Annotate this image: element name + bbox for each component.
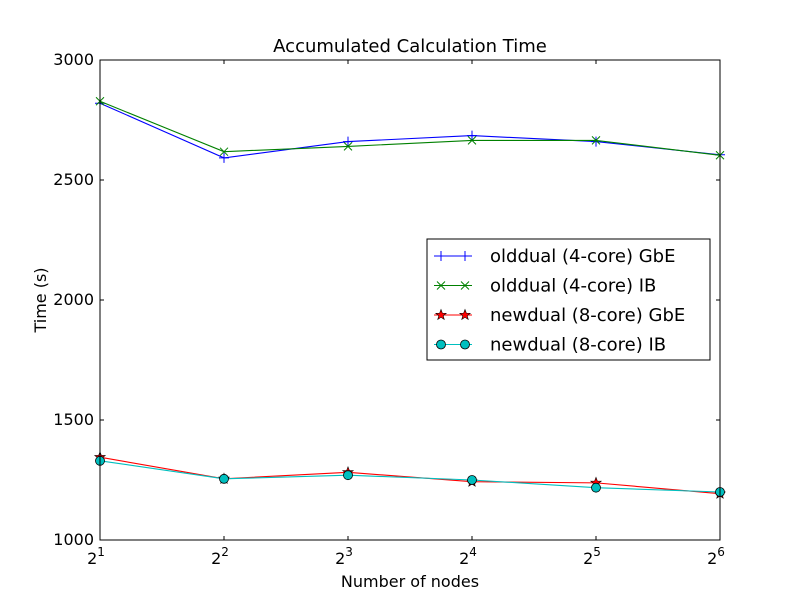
y-tick-label: 1500 (53, 410, 94, 429)
legend-marker (460, 281, 470, 290)
y-tick-label: 2000 (53, 290, 94, 309)
legend-marker (460, 339, 470, 350)
data-point (591, 136, 601, 145)
data-point (591, 482, 601, 493)
x-tick-label: 25 (583, 545, 601, 568)
y-tick-label: 3000 (53, 50, 94, 69)
legend-label: newdual (8-core) GbE (490, 305, 685, 326)
x-axis-label: Number of nodes (341, 572, 479, 591)
y-tick-label: 2500 (53, 170, 94, 189)
legend-item: newdual (8-core) IB (434, 335, 666, 356)
legend-marker (460, 251, 470, 261)
legend-marker (434, 308, 448, 321)
x-tick-label: 24 (459, 545, 477, 568)
legend: olddual (4-core) GbE olddual (4-core) IB n… (426, 238, 711, 361)
series-4 (95, 455, 725, 497)
y-tick-label: 1000 (53, 530, 94, 549)
x-tick-label: 22 (211, 545, 229, 568)
data-point (219, 473, 229, 484)
legend-marker (436, 251, 446, 261)
data-point (467, 130, 477, 141)
legend-label: olddual (4-core) GbE (490, 246, 675, 267)
series-line (99, 456, 721, 495)
data-point (467, 475, 477, 485)
x-tick-label: 23 (335, 545, 353, 568)
series-line (99, 460, 721, 493)
data-point (467, 136, 477, 145)
data-point (219, 152, 229, 163)
data-point (343, 136, 353, 147)
legend-item: olddual (4-core) IB (434, 276, 656, 297)
ticks-layer: 21 22 23 24 25 26 1000 1500 2000 2500 3000 (53, 50, 725, 568)
series-layer (93, 96, 727, 499)
data-point (591, 136, 601, 147)
legend-marker (436, 281, 446, 290)
series-line (99, 100, 721, 156)
x-tick-label: 21 (87, 545, 105, 568)
chart-title: Accumulated Calculation Time (273, 36, 547, 57)
data-point (219, 147, 229, 157)
legend-marker (436, 339, 446, 350)
data-point (343, 142, 353, 151)
legend-label: newdual (8-core) IB (490, 335, 666, 356)
data-point (343, 470, 353, 481)
x-tick-label: 26 (707, 545, 725, 568)
legend-marker (458, 308, 472, 321)
legend-label: olddual (4-core) IB (490, 276, 656, 297)
legend-item: olddual (4-core) GbE (434, 246, 675, 267)
legend-item: newdual (8-core) GbE (434, 305, 685, 326)
y-axis-label: Time (s) (31, 267, 50, 333)
series-line (99, 102, 721, 159)
legend-box (426, 238, 711, 361)
